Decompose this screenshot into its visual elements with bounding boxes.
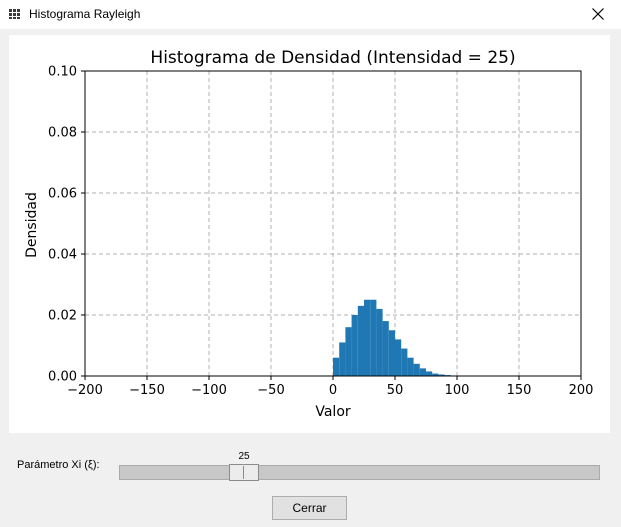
- chart-title: Histograma de Densidad (Intensidad = 25): [150, 48, 515, 68]
- histogram-bar: [395, 339, 402, 376]
- histogram-bar: [388, 330, 395, 376]
- x-axis-label: Valor: [315, 404, 351, 420]
- histogram-bar: [333, 357, 340, 376]
- histogram-bar: [370, 299, 377, 376]
- x-tick-label: 150: [507, 383, 532, 398]
- xi-slider-track[interactable]: [119, 465, 600, 480]
- x-tick-label: 0: [329, 383, 337, 398]
- histogram-bar: [364, 299, 371, 376]
- y-tick-label: 0.02: [48, 309, 77, 324]
- histogram-bar: [345, 327, 352, 376]
- y-tick-label: 0.10: [48, 65, 77, 80]
- histogram-bar: [382, 321, 389, 376]
- y-tick-label: 0.08: [48, 126, 77, 141]
- x-tick-label: −50: [257, 383, 284, 398]
- y-axis-label: Densidad: [24, 192, 40, 258]
- histogram-bar: [357, 305, 364, 376]
- x-tick-label: −200: [67, 383, 103, 398]
- histogram-bar: [376, 308, 383, 376]
- plot-panel: Histograma de Densidad (Intensidad = 25)…: [9, 35, 610, 433]
- histogram-bar: [413, 363, 420, 376]
- histogram-bar: [426, 371, 433, 376]
- x-tick-label: −100: [191, 383, 227, 398]
- x-tick-label: 200: [569, 383, 594, 398]
- histogram-bar: [438, 374, 445, 376]
- histogram-bar: [419, 368, 426, 376]
- histogram-bar: [407, 357, 414, 376]
- histogram-bar: [432, 373, 439, 376]
- slider-label: Parámetro Xi (ξ):: [17, 459, 100, 471]
- y-tick-label: 0.04: [48, 248, 77, 263]
- x-tick-label: −150: [129, 383, 165, 398]
- x-tick-label: 50: [387, 383, 404, 398]
- close-button[interactable]: Cerrar: [272, 496, 347, 520]
- title-bar: Histograma Rayleigh: [0, 0, 621, 29]
- window-title: Histograma Rayleigh: [29, 7, 141, 21]
- histogram-bar: [339, 342, 346, 376]
- xi-slider-handle[interactable]: [229, 464, 259, 481]
- y-tick-label: 0.00: [48, 370, 77, 385]
- y-tick-label: 0.06: [48, 187, 77, 202]
- slider-value-readout: 25: [238, 451, 250, 462]
- close-icon: [592, 8, 604, 20]
- histogram-bar: [401, 348, 408, 376]
- density-histogram-chart: Histograma de Densidad (Intensidad = 25)…: [24, 48, 594, 420]
- window-close-button[interactable]: [575, 0, 621, 29]
- grid-app-icon: [9, 9, 21, 19]
- x-tick-label: 100: [445, 383, 470, 398]
- histogram-bar: [351, 315, 358, 376]
